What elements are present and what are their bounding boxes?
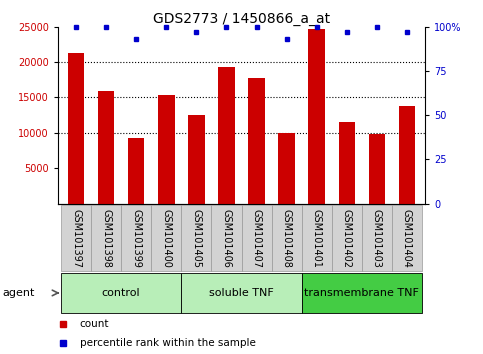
Bar [151,205,181,271]
Bar [278,133,295,204]
Bar [309,29,325,204]
Bar [121,205,151,271]
Text: transmembrane TNF: transmembrane TNF [304,288,419,298]
Text: GSM101406: GSM101406 [222,209,231,268]
Bar [398,106,415,204]
Text: GSM101397: GSM101397 [71,209,81,268]
Bar [128,138,144,204]
Bar [271,205,302,271]
Text: control: control [102,288,141,298]
Text: GSM101399: GSM101399 [131,209,141,268]
Text: count: count [80,319,109,329]
Text: percentile rank within the sample: percentile rank within the sample [80,338,256,348]
Bar [369,134,385,204]
Bar [98,91,114,204]
Bar [362,205,392,271]
Text: GSM101404: GSM101404 [402,209,412,268]
Text: GSM101402: GSM101402 [342,209,352,268]
Bar [158,95,174,204]
Bar [181,205,212,271]
Bar [188,115,205,204]
Text: GSM101403: GSM101403 [372,209,382,268]
Text: GSM101405: GSM101405 [191,209,201,268]
Bar [332,205,362,271]
Text: GSM101408: GSM101408 [282,209,292,268]
Text: GSM101407: GSM101407 [252,209,261,268]
Text: agent: agent [2,288,35,298]
Text: soluble TNF: soluble TNF [209,288,274,298]
Bar [248,78,265,204]
Bar [91,205,121,271]
Bar [302,205,332,271]
Bar [61,205,91,271]
Bar [242,205,271,271]
Bar [339,122,355,204]
Bar [68,53,85,204]
Bar [392,205,422,271]
Text: GSM101400: GSM101400 [161,209,171,268]
Bar [61,273,181,313]
Text: GSM101398: GSM101398 [101,209,111,268]
Bar [212,205,242,271]
Bar [218,67,235,204]
Bar [302,273,422,313]
Title: GDS2773 / 1450866_a_at: GDS2773 / 1450866_a_at [153,12,330,25]
Bar [181,273,302,313]
Text: GSM101401: GSM101401 [312,209,322,268]
